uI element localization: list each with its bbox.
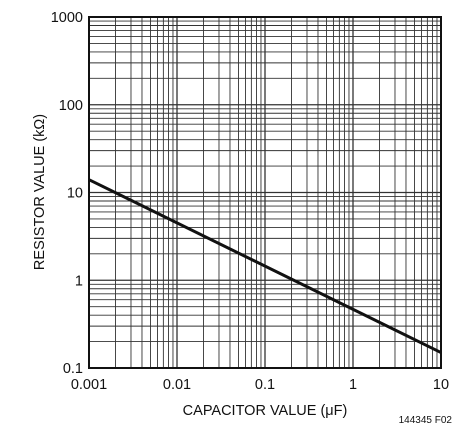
- y-tick-label: 1000: [51, 10, 83, 26]
- series-line-1: [88, 178, 442, 354]
- plot-frame: [88, 16, 442, 369]
- y-tick-label: 1: [75, 273, 83, 289]
- y-tick-label: 10: [67, 186, 83, 202]
- figure-id: 144345 F02: [399, 415, 453, 426]
- x-tick-label: 0.001: [71, 377, 107, 393]
- y-axis-title: RESISTOR VALUE (kΩ): [32, 114, 48, 270]
- x-tick-labels: 0.001 0.01 0.1 1 10: [71, 377, 449, 393]
- series-layer: [88, 178, 442, 354]
- x-tick-label: 10: [433, 377, 449, 393]
- x-axis-title: CAPACITOR VALUE (μF): [183, 403, 348, 419]
- y-tick-label: 100: [59, 98, 83, 114]
- x-tick-label: 0.01: [163, 377, 191, 393]
- x-tick-label: 1: [349, 377, 357, 393]
- x-tick-label: 0.1: [255, 377, 275, 393]
- y-tick-label: 0.1: [63, 361, 83, 377]
- y-tick-labels: 0.1 1 10 100 1000: [51, 10, 83, 377]
